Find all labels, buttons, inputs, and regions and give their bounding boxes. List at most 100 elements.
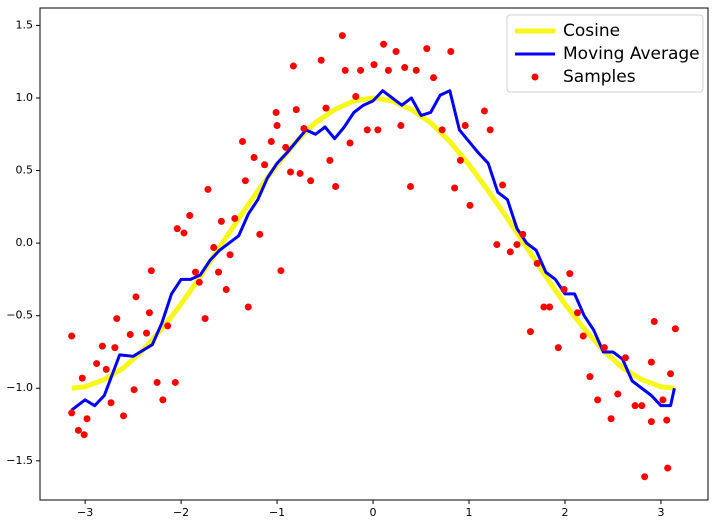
sample-point [647, 358, 655, 366]
sample-point [273, 122, 281, 130]
sample-point [186, 212, 194, 220]
sample-point [113, 315, 121, 323]
legend-marker [531, 73, 539, 81]
sample-point [338, 32, 346, 40]
sample-point [573, 309, 581, 317]
x-tick-label: −2 [173, 506, 189, 519]
sample-point [663, 416, 671, 424]
sample-point [332, 183, 340, 191]
sample-point [173, 225, 181, 233]
sample-point [159, 396, 167, 404]
sample-point [210, 243, 218, 251]
sample-point [546, 303, 554, 311]
sample-point [600, 344, 608, 352]
x-tick-label: 3 [657, 506, 664, 519]
sample-point [461, 122, 469, 130]
sample-point [164, 322, 172, 330]
sample-point [289, 62, 297, 70]
sample-point [594, 396, 602, 404]
sample-point [153, 378, 161, 386]
sample-point [631, 402, 639, 410]
sample-point [307, 177, 315, 185]
sample-point [560, 286, 568, 294]
sample-point [456, 156, 464, 164]
sample-point [300, 124, 308, 132]
sample-point [277, 267, 285, 275]
sample-point [513, 241, 521, 249]
sample-point [526, 328, 534, 336]
sample-point [566, 270, 574, 278]
sample-point [363, 126, 371, 134]
legend-label: Moving Average [563, 44, 700, 64]
sample-point [423, 45, 431, 53]
series-line [71, 95, 675, 391]
legend-box [506, 14, 704, 93]
y-tick-label: −1.5 [6, 454, 33, 467]
y-tick-label: −1.0 [6, 381, 33, 394]
legend-label: Samples [563, 67, 636, 87]
sample-point [111, 344, 119, 352]
x-tick-label: 2 [561, 506, 568, 519]
sample-point [83, 415, 91, 423]
sample-point [239, 138, 247, 146]
sample-point [586, 373, 594, 381]
sample-point [638, 402, 646, 410]
sample-point [451, 184, 459, 192]
sample-point [614, 390, 622, 398]
sample-point [322, 104, 330, 112]
sample-point [272, 108, 280, 116]
sample-point [244, 303, 252, 311]
x-tick-label: −3 [77, 506, 93, 519]
sample-point [664, 464, 672, 472]
sample-point [392, 48, 400, 56]
y-tick-label: −0.5 [6, 309, 33, 322]
legend: Cosine Moving Average Samples [506, 14, 704, 93]
sample-point [607, 415, 615, 423]
sample-point [671, 325, 679, 333]
sample-point [341, 66, 349, 74]
y-tick-label: 1.5 [16, 18, 34, 31]
sample-point [145, 309, 153, 317]
sample-point [267, 138, 275, 146]
sample-point [326, 156, 334, 164]
sample-point [397, 122, 405, 130]
y-tick-label: 0.5 [16, 164, 34, 177]
sample-point [647, 418, 655, 426]
sample-point [231, 214, 239, 222]
sample-point [68, 409, 76, 417]
sample-point [191, 268, 199, 276]
sample-point [78, 374, 86, 382]
sample-point [68, 332, 76, 340]
sample-point [292, 106, 300, 114]
sample-point [130, 386, 138, 394]
sample-point [317, 56, 325, 64]
sample-point [430, 74, 438, 82]
sample-point [370, 61, 378, 69]
y-tick-label: 0.0 [16, 236, 34, 249]
sample-point [438, 126, 446, 134]
sample-point [120, 412, 127, 420]
sample-point [380, 40, 388, 48]
sample-point [250, 153, 258, 161]
sample-point [406, 183, 414, 191]
sample-point [241, 177, 249, 185]
sample-point [447, 48, 455, 56]
sample-point [357, 66, 365, 74]
sample-point [519, 230, 527, 238]
sample-point [346, 139, 354, 147]
sample-point [486, 126, 494, 134]
legend-label: Cosine [563, 21, 620, 41]
sample-point [93, 360, 101, 368]
x-tick-label: 0 [370, 506, 377, 519]
sample-point [201, 315, 209, 323]
sample-point [204, 185, 212, 193]
sample-point [80, 431, 88, 439]
sample-point [554, 344, 562, 352]
sample-point [506, 248, 514, 256]
sample-point [74, 426, 82, 434]
sample-point [384, 66, 392, 74]
sample-point [98, 342, 106, 350]
sample-point [480, 107, 488, 115]
sample-point [107, 399, 115, 407]
